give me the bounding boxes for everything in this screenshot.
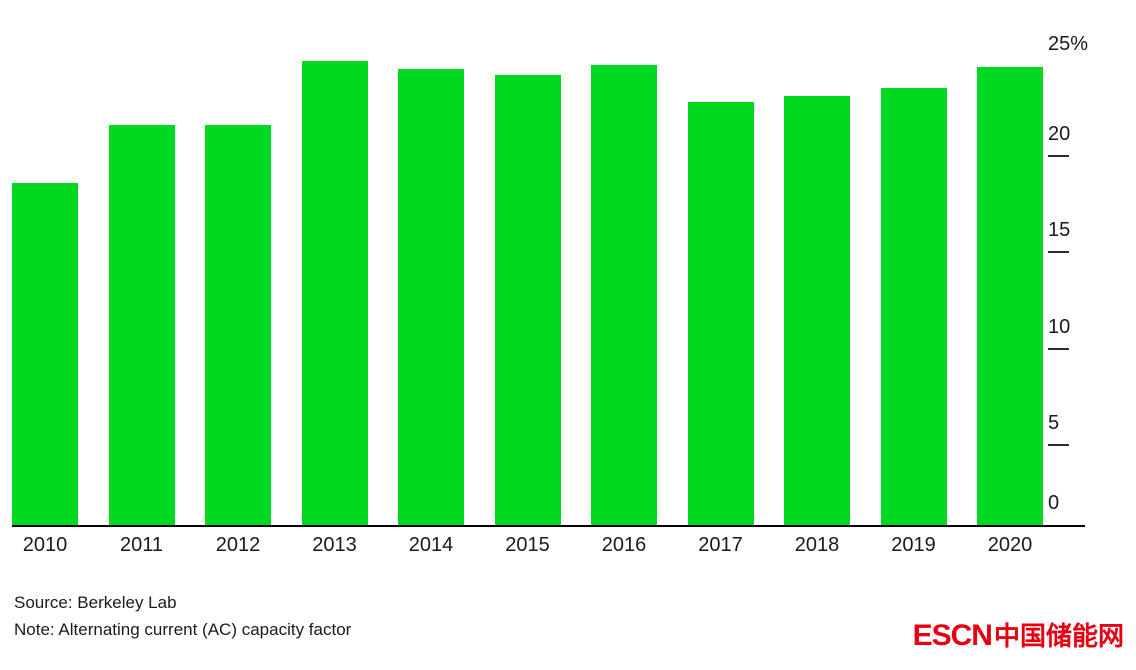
y-axis: 0 5 10 15 20 25% <box>1046 0 1134 527</box>
bars <box>12 0 1085 527</box>
x-tick-label-2011: 2011 <box>119 534 163 556</box>
source-note: Source: Berkeley Lab <box>14 593 177 612</box>
chart-note: Note: Alternating current (AC) capacity … <box>14 620 352 639</box>
bar-2018 <box>784 96 850 525</box>
y-tick-mark <box>1048 444 1069 447</box>
x-tick-label-2012: 2012 <box>215 534 261 556</box>
bar-2012 <box>205 125 271 525</box>
y-tick-mark <box>1048 154 1069 157</box>
y-tick-label-25pct: 25% <box>1048 33 1089 55</box>
x-tick-label-2018: 2018 <box>794 534 840 556</box>
bar-2016 <box>591 65 657 525</box>
bar-2011 <box>108 125 175 525</box>
y-tick-label-5: 5 <box>1048 412 1060 435</box>
logo-escn-text: ESCN <box>912 619 993 652</box>
bar-2017 <box>687 101 754 525</box>
x-tick-label-2019: 2019 <box>891 534 936 556</box>
escn-logo: ESCN 中国储能网 <box>913 616 1124 653</box>
footer: Source: Berkeley Lab Note: Alternating c… <box>14 589 351 643</box>
y-tick-label-20: 20 <box>1048 122 1071 145</box>
y-tick-label-15: 15 <box>1048 219 1071 242</box>
x-axis-labels: 2010 2011 2012 2013 2014 2015 2016 2017 2018 2019… <box>12 534 1085 557</box>
x-tick-label-2020: 2020 <box>987 534 1033 556</box>
y-tick-mark <box>1048 347 1069 350</box>
y-tick-mark <box>1048 251 1069 254</box>
x-tick-label-2013: 2013 <box>312 534 357 556</box>
bar-2010 <box>12 183 78 525</box>
x-tick-label-2015: 2015 <box>505 534 550 556</box>
bar-2019 <box>880 88 947 525</box>
y-tick-label-10: 10 <box>1048 315 1071 338</box>
bar-2013 <box>301 61 368 525</box>
bar-2015 <box>494 74 561 525</box>
logo-chinese-text: 中国储能网 <box>993 621 1124 651</box>
x-tick-label-2016: 2016 <box>601 534 647 556</box>
bar-2020 <box>977 67 1043 525</box>
x-tick-label-2017: 2017 <box>698 534 743 556</box>
x-tick-label-2014: 2014 <box>408 534 454 556</box>
y-tick-label-0: 0 <box>1048 492 1060 514</box>
x-tick-label-2010: 2010 <box>22 534 68 556</box>
bar-2014 <box>398 69 464 525</box>
